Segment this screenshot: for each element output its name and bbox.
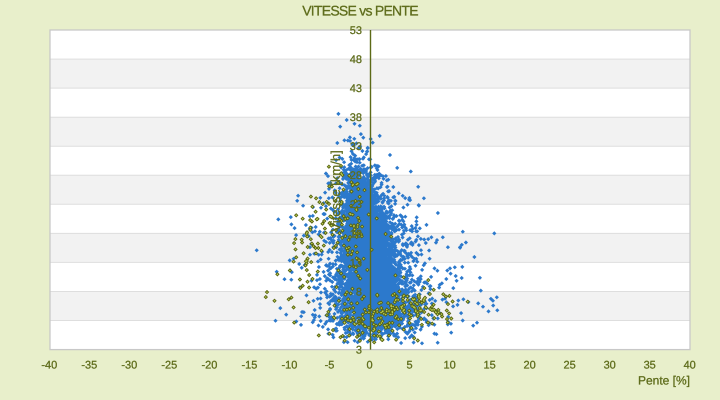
svg-text:8: 8 bbox=[356, 286, 362, 298]
svg-text:-25: -25 bbox=[161, 359, 177, 371]
svg-text:20: 20 bbox=[523, 359, 535, 371]
svg-text:3: 3 bbox=[356, 345, 362, 357]
svg-text:Pente [%]: Pente [%] bbox=[638, 374, 690, 388]
svg-text:-20: -20 bbox=[201, 359, 217, 371]
svg-text:25: 25 bbox=[563, 359, 575, 371]
svg-text:15: 15 bbox=[483, 359, 495, 371]
svg-text:53: 53 bbox=[350, 25, 362, 37]
svg-text:-30: -30 bbox=[121, 359, 137, 371]
svg-text:18: 18 bbox=[350, 228, 362, 240]
svg-text:43: 43 bbox=[350, 83, 362, 95]
svg-text:35: 35 bbox=[644, 359, 656, 371]
svg-text:VITESSE vs PENTE: VITESSE vs PENTE bbox=[302, 3, 418, 19]
svg-text:Vitesse [km/h]: Vitesse [km/h] bbox=[328, 150, 343, 231]
svg-text:-35: -35 bbox=[81, 359, 97, 371]
svg-text:-10: -10 bbox=[281, 359, 297, 371]
svg-text:13: 13 bbox=[350, 257, 362, 269]
svg-text:28: 28 bbox=[350, 170, 362, 182]
svg-text:33: 33 bbox=[350, 141, 362, 153]
svg-text:-40: -40 bbox=[41, 359, 57, 371]
svg-text:3: 3 bbox=[356, 315, 362, 327]
svg-text:38: 38 bbox=[350, 112, 362, 124]
svg-text:5: 5 bbox=[406, 359, 412, 371]
svg-text:23: 23 bbox=[350, 199, 362, 211]
svg-text:0: 0 bbox=[366, 359, 372, 371]
svg-text:-15: -15 bbox=[241, 359, 257, 371]
svg-text:30: 30 bbox=[604, 359, 616, 371]
svg-text:48: 48 bbox=[350, 54, 362, 66]
svg-text:40: 40 bbox=[684, 359, 696, 371]
svg-text:-5: -5 bbox=[325, 359, 335, 371]
svg-text:10: 10 bbox=[443, 359, 455, 371]
